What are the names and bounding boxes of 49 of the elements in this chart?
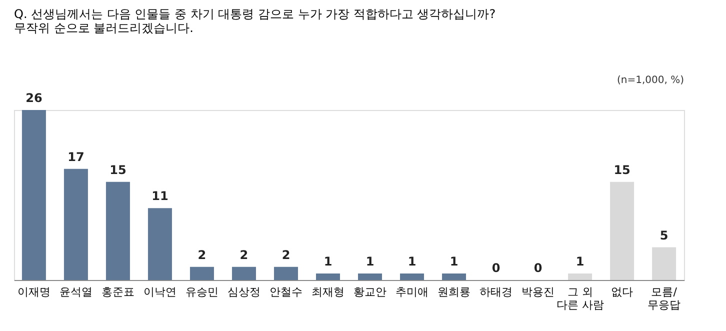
bar bbox=[64, 168, 88, 280]
data-label: 1 bbox=[576, 254, 584, 268]
data-label: 11 bbox=[152, 189, 168, 204]
x-tick-label: 그 외 다른 사람 bbox=[556, 286, 604, 312]
x-tick-label: 황교안 bbox=[354, 286, 387, 298]
data-label: 2 bbox=[198, 248, 206, 262]
data-label: 1 bbox=[366, 254, 374, 268]
data-label: 0 bbox=[534, 261, 542, 275]
x-tick-label: 하태경 bbox=[480, 286, 513, 298]
bar bbox=[22, 110, 46, 280]
x-tick-label: 최재형 bbox=[311, 286, 344, 298]
x-tick-label: 원희룡 bbox=[438, 286, 471, 298]
bar bbox=[274, 266, 298, 280]
data-label: 1 bbox=[324, 254, 332, 268]
x-tick-label: 모름/ 무응답 bbox=[648, 286, 681, 312]
bar bbox=[106, 182, 130, 280]
bar bbox=[232, 266, 256, 280]
bar bbox=[442, 273, 466, 280]
data-label: 5 bbox=[660, 228, 668, 242]
x-tick-label: 안철수 bbox=[269, 286, 302, 298]
x-tick-label: 박용진 bbox=[522, 286, 555, 298]
x-tick-label: 홍준표 bbox=[101, 286, 134, 298]
bar bbox=[610, 182, 634, 280]
data-label: 26 bbox=[26, 91, 42, 105]
data-label: 1 bbox=[408, 254, 416, 268]
bar bbox=[400, 273, 424, 280]
data-label: 17 bbox=[68, 150, 84, 164]
data-label: 2 bbox=[282, 248, 290, 262]
text: Q. 선생님께서는 다음 인물들 중 차기 대통령 감으로 누가 가장 적합하다고 생각하십니까? bbox=[14, 7, 496, 21]
data-label: 2 bbox=[240, 248, 248, 262]
text: (n=1,000, %) bbox=[616, 75, 684, 86]
x-tick-label: 심상정 bbox=[227, 286, 260, 298]
bar bbox=[568, 273, 592, 280]
bar bbox=[652, 247, 676, 280]
x-tick-label: 윤석열 bbox=[59, 286, 92, 298]
bar bbox=[358, 273, 382, 280]
x-tick-label: 이재명 bbox=[17, 286, 50, 298]
bar bbox=[190, 266, 214, 280]
x-tick-label: 없다 bbox=[611, 286, 634, 298]
data-label: 0 bbox=[492, 261, 500, 275]
bar bbox=[148, 208, 172, 280]
x-tick-label: 이낙연 bbox=[143, 286, 176, 298]
bar bbox=[316, 273, 340, 280]
data-label: 15 bbox=[110, 162, 126, 177]
x-tick-label: 추미애 bbox=[396, 286, 429, 298]
data-label: 15 bbox=[614, 162, 630, 177]
text: 무작위 순으로 불러드리겠습니다. bbox=[14, 21, 194, 35]
x-tick-label: 유승민 bbox=[185, 286, 218, 298]
data-label: 1 bbox=[450, 254, 458, 268]
